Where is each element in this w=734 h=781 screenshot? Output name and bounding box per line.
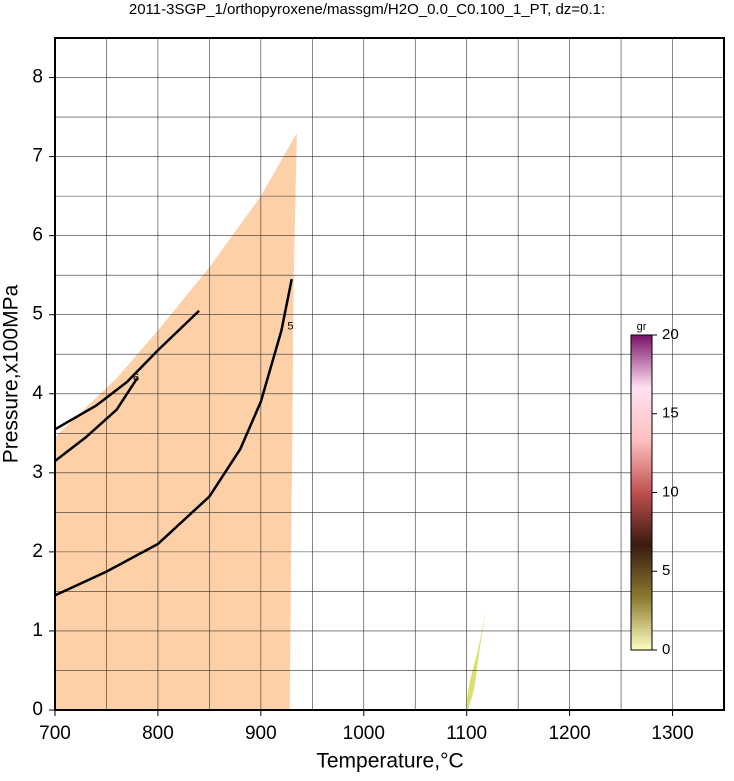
y-axis-label: Pressure,x100MPa — [0, 284, 23, 463]
colorbar-tick-label: 15 — [662, 405, 679, 422]
colorbar-label: gr — [637, 321, 647, 333]
colorbar-tick-label: 0 — [662, 641, 670, 658]
x-tick-label: 1000 — [343, 723, 385, 744]
colorbar — [630, 334, 653, 651]
y-tick-label: 5 — [32, 304, 43, 325]
colorbar-tick-label: 10 — [662, 483, 679, 500]
sliver — [466, 610, 486, 710]
y-tick-label: 7 — [32, 146, 43, 167]
x-tick-label: 1300 — [651, 723, 693, 744]
x-axis-label: Temperature,°C — [316, 750, 463, 773]
contour-label: 6 — [133, 372, 139, 384]
contour-line — [54, 309, 200, 431]
colorbar-tick-label: 5 — [662, 562, 670, 579]
colorbar-tick-label: 20 — [662, 326, 679, 343]
plot-frame — [54, 37, 725, 711]
y-tick-label: 0 — [32, 699, 43, 720]
y-tick-label: 4 — [32, 383, 43, 404]
x-tick-label: 1100 — [446, 723, 487, 744]
chart-title: 2011-3SGP_1/orthopyroxene/massgm/H2O_0.0… — [129, 1, 605, 18]
y-tick-label: 6 — [32, 225, 43, 246]
y-tick-label: 3 — [32, 462, 43, 483]
contour-label: 5 — [287, 320, 293, 332]
x-tick-label: 700 — [39, 723, 71, 744]
x-tick-label: 900 — [245, 723, 277, 744]
y-tick-label: 1 — [32, 620, 43, 641]
y-tick-label: 2 — [32, 541, 43, 562]
y-tick-label: 8 — [32, 67, 43, 88]
x-tick-label: 800 — [142, 723, 174, 744]
contour-line — [54, 278, 293, 597]
x-tick-label: 1200 — [548, 723, 590, 744]
